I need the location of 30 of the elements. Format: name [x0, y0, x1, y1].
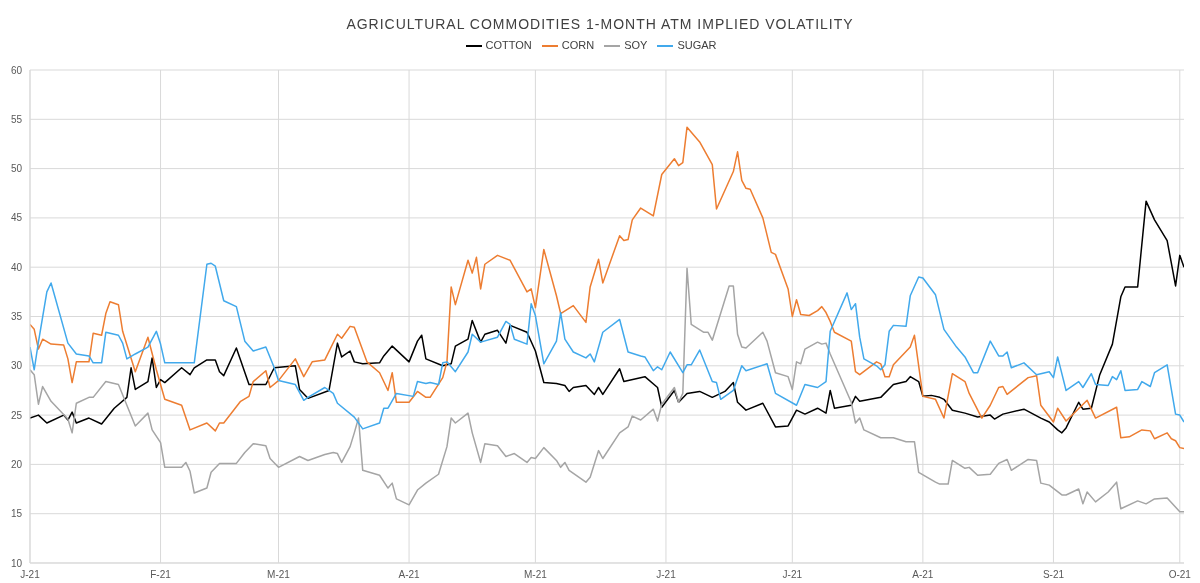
y-tick-label: 20: [10, 458, 23, 470]
chart-title: AGRICULTURAL COMMODITIES 1-MONTH ATM IMPLIED VOLATILITY: [345, 15, 855, 34]
legend-label: SUGAR: [677, 38, 717, 51]
legend-label: CORN: [561, 38, 595, 51]
x-tick-label: M-21: [267, 569, 291, 581]
y-tick-label: 30: [10, 360, 23, 372]
y-tick-label: 60: [10, 64, 23, 76]
x-tick-label: A-21: [912, 569, 934, 581]
x-tick-label: O-21: [1168, 569, 1192, 581]
line-series: [30, 126, 1184, 450]
y-tick-label: 25: [10, 409, 23, 421]
x-tick-label: J-21: [656, 569, 677, 581]
line-series: [30, 262, 1184, 430]
legend-label: COTTON: [485, 38, 532, 51]
x-tick-label: J-21: [782, 569, 803, 581]
legend-label: SOY: [624, 38, 648, 51]
y-tick-label: 35: [10, 311, 23, 323]
line-series: [30, 200, 1184, 434]
x-tick-label: A-21: [398, 569, 421, 581]
x-tick-label: J-21: [20, 569, 41, 581]
y-tick-label: 10: [10, 557, 23, 569]
line-series: [30, 267, 1184, 513]
x-tick-label: M-21: [524, 569, 548, 581]
y-tick-label: 50: [10, 163, 23, 175]
y-tick-label: 45: [10, 212, 23, 224]
y-tick-label: 15: [10, 508, 23, 520]
x-tick-label: S-21: [1042, 569, 1065, 581]
y-tick-label: 55: [10, 113, 23, 125]
y-tick-label: 40: [10, 261, 23, 273]
x-tick-label: F-21: [150, 569, 172, 581]
